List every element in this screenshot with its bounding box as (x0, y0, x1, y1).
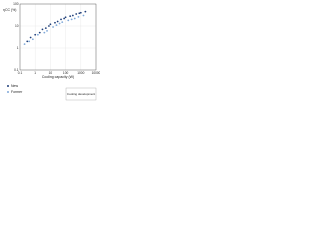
point (67, 19, 70, 22)
point (70, 18, 73, 21)
x-axis-label: Cooling capacity (W) (42, 75, 74, 79)
point (60, 18, 62, 21)
plot-frame (19, 3, 97, 71)
annotation: Cooling development (67, 92, 95, 96)
point (77, 15, 80, 18)
point (44, 27, 47, 30)
point (73, 17, 76, 20)
point (63, 17, 66, 20)
point (54, 21, 56, 24)
point (23, 43, 26, 46)
point (56, 20, 59, 23)
y-tick-label: 0.1 (14, 68, 19, 72)
point (46, 29, 48, 32)
point (28, 40, 31, 43)
point (82, 14, 85, 17)
legend-label: New (11, 84, 18, 88)
point (64, 16, 67, 19)
point (71, 14, 74, 17)
point (75, 13, 78, 15)
point (48, 25, 50, 27)
x-tick-label: 1 (34, 71, 36, 75)
point (36, 33, 39, 36)
point (52, 26, 54, 28)
legend-label: Former (11, 90, 23, 94)
y-tick-label: 100 (13, 2, 19, 6)
point (43, 31, 46, 34)
y-axis-label: ηCC (%) (3, 8, 16, 12)
chart: ηCC (%) Cooling capacity (W) Cooling dev… (3, 2, 100, 101)
point (55, 24, 58, 26)
legend-marker (7, 85, 9, 87)
point (49, 23, 52, 26)
x-tick-label: 0.1 (18, 71, 23, 75)
point (79, 11, 82, 14)
annotation-box (65, 87, 97, 101)
point (58, 22, 61, 25)
x-tick-label: 100 (63, 71, 69, 75)
y-tick-label: 1 (17, 46, 19, 50)
point (78, 12, 81, 15)
point (31, 38, 34, 41)
y-tick-label: 10 (15, 24, 19, 28)
point (29, 36, 32, 39)
x-tick-label: 1000 (77, 71, 84, 75)
x-tick-label: 10000 (92, 71, 100, 75)
point (61, 21, 64, 24)
point (84, 10, 87, 13)
point (34, 33, 37, 36)
point (26, 40, 29, 43)
x-tick-label: 10 (49, 71, 53, 75)
point (38, 31, 41, 34)
point (69, 15, 72, 18)
legend-marker (7, 91, 9, 93)
point (41, 28, 44, 31)
